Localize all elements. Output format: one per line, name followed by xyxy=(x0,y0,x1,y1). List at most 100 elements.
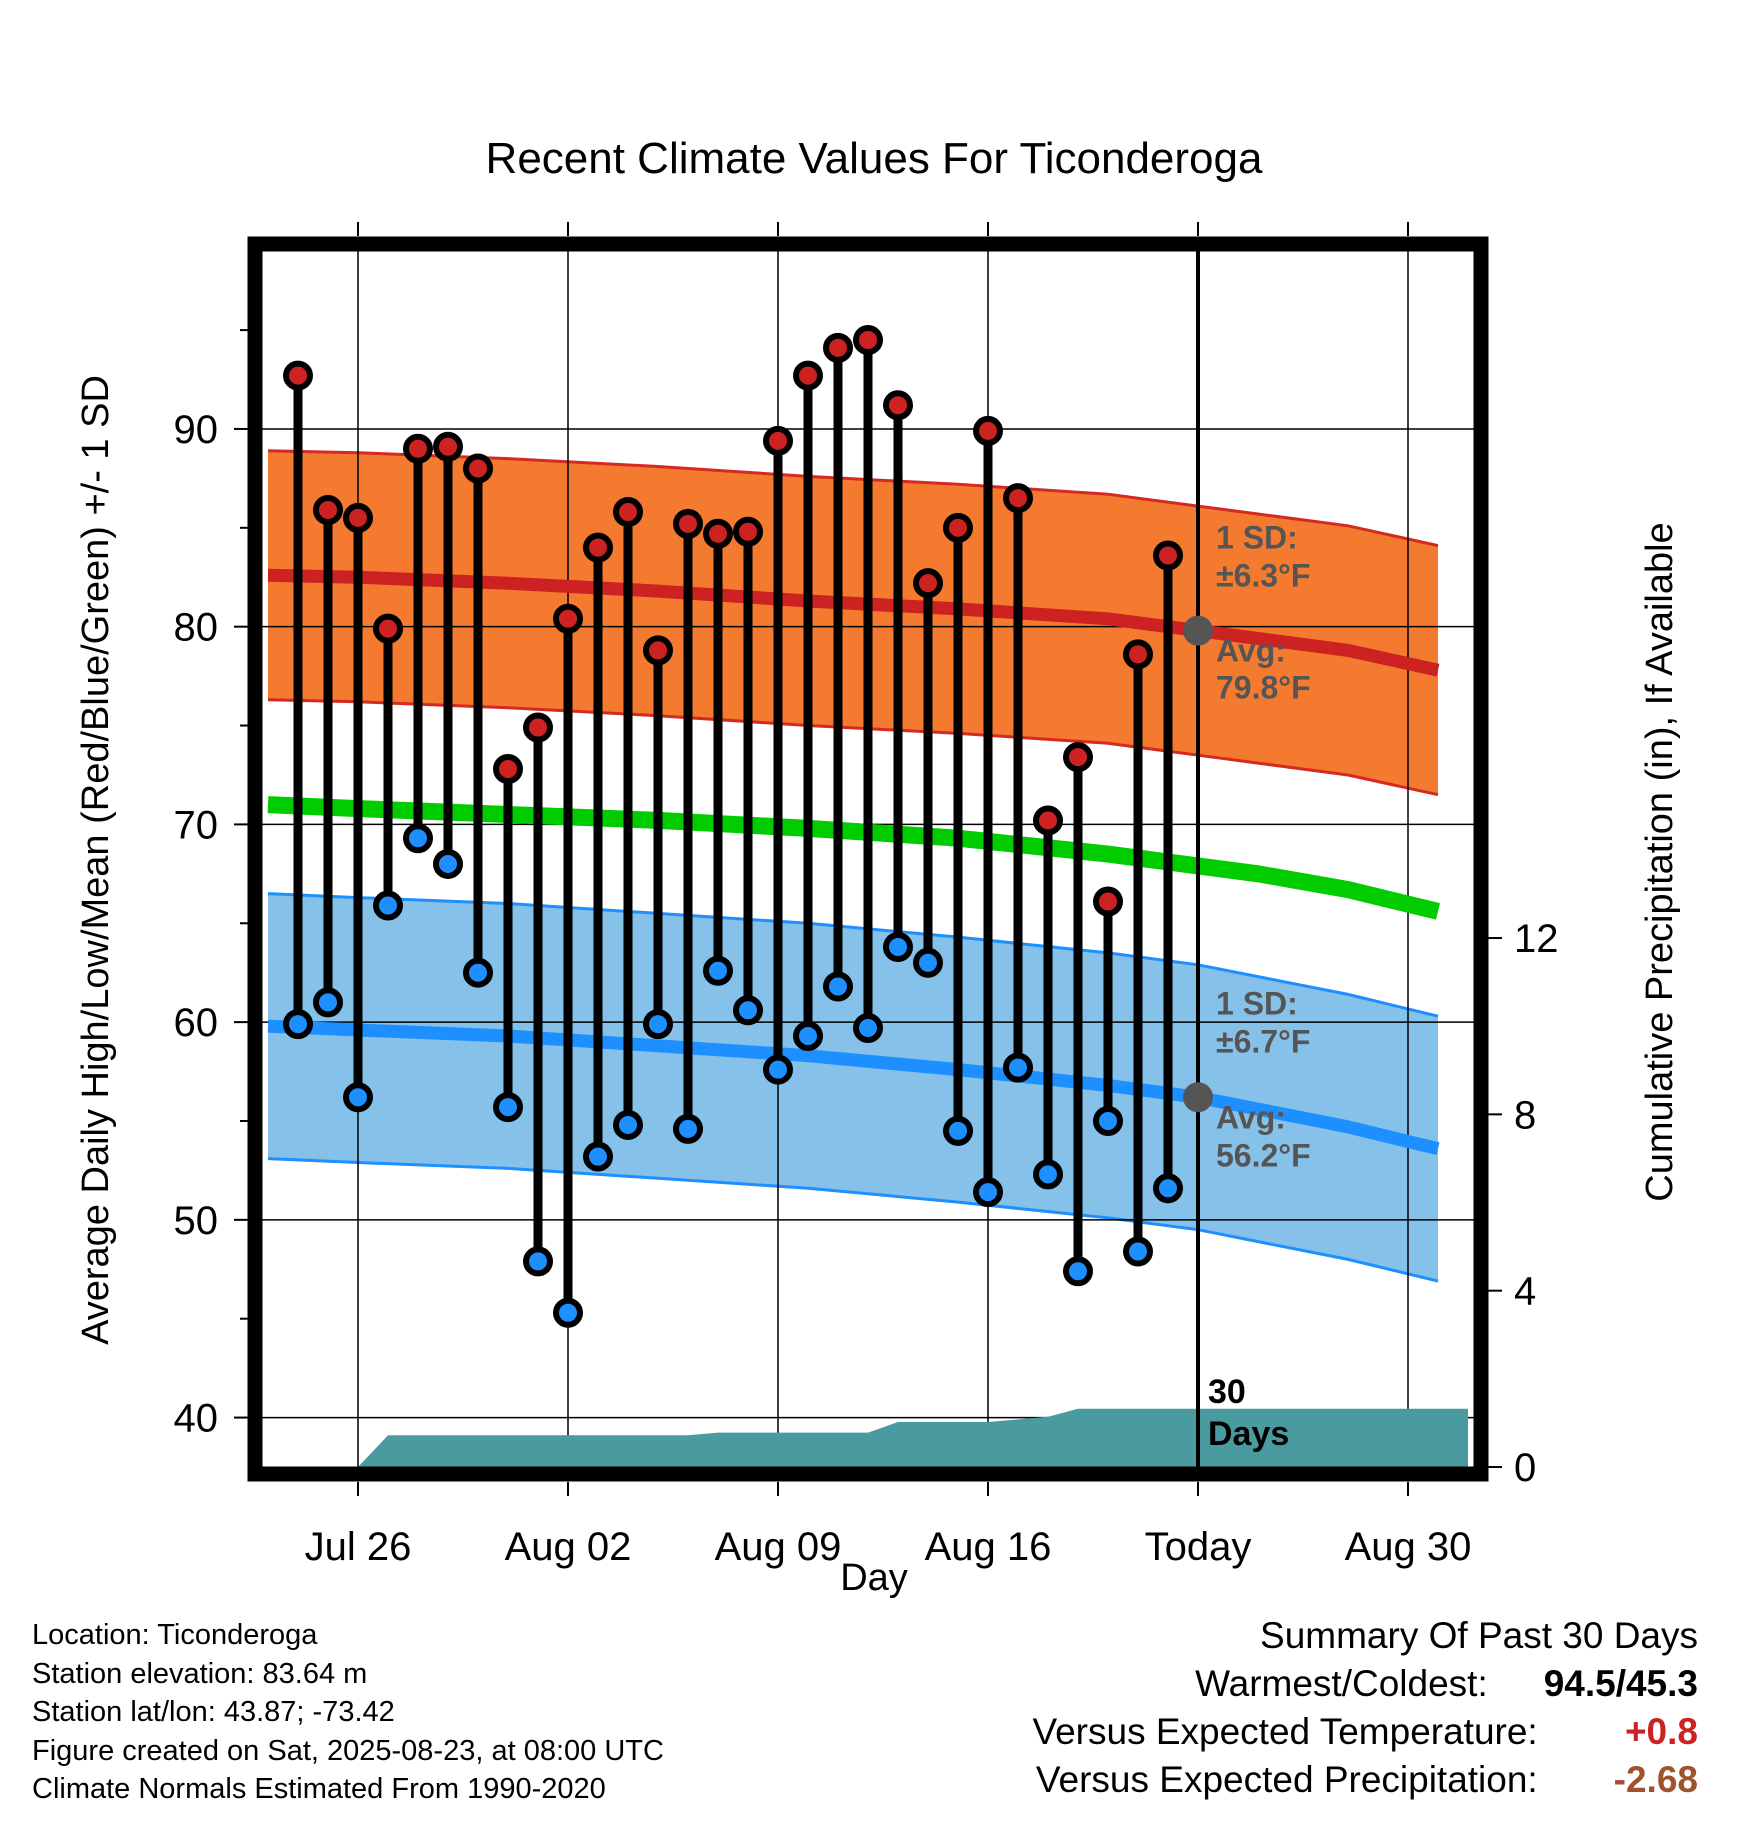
warm-cold-row: Warmest/Coldest: 94.5/45.3 xyxy=(1032,1660,1698,1708)
daily-range xyxy=(313,495,343,1018)
daily-low-point xyxy=(1123,1236,1153,1267)
daily-low-point xyxy=(373,890,403,921)
plot-area xyxy=(262,251,1474,1467)
daily-range xyxy=(373,613,403,921)
daily-low-point xyxy=(1093,1105,1123,1136)
daily-range xyxy=(343,502,373,1113)
daily-low-point xyxy=(853,1013,883,1044)
latlon-text: Station lat/lon: 43.87; -73.42 xyxy=(32,1696,395,1728)
daily-high-point xyxy=(793,360,823,391)
daily-high-point xyxy=(433,431,463,462)
daily-range xyxy=(1033,805,1063,1190)
daily-low-point xyxy=(403,823,433,854)
daily-low-point xyxy=(973,1177,1003,1208)
daily-range-bars xyxy=(283,324,1183,1328)
daily-range xyxy=(643,635,673,1040)
y2-axis-label: Cumulative Precipitation (in), If Availa… xyxy=(1639,522,1681,1201)
daily-range xyxy=(1063,742,1093,1287)
elevation-text: Station elevation: 83.64 m xyxy=(32,1657,368,1690)
daily-low-point xyxy=(463,957,493,988)
high-avg-label: Avg: xyxy=(1216,633,1286,669)
daily-range xyxy=(943,512,973,1146)
daily-low-point xyxy=(343,1082,373,1113)
chart-title: Recent Climate Values For Ticonderoga xyxy=(486,134,1263,183)
daily-high-point xyxy=(733,516,763,547)
daily-low-point xyxy=(823,971,853,1002)
low-sd-lower-edge xyxy=(267,1157,1439,1283)
daily-high-point xyxy=(673,508,703,539)
daily-high-point xyxy=(1093,886,1123,917)
high-sd-label: 1 SD: xyxy=(1216,520,1298,556)
y-tick-label: 90 xyxy=(174,408,219,452)
daily-range xyxy=(613,496,643,1140)
daily-range xyxy=(973,415,1003,1208)
daily-high-point xyxy=(1063,742,1093,773)
daily-high-point xyxy=(1003,483,1033,514)
daily-low-point xyxy=(1003,1052,1033,1083)
daily-high-point xyxy=(403,433,433,464)
daily-range xyxy=(1123,639,1153,1267)
daily-range xyxy=(1093,886,1123,1136)
plot-frame xyxy=(247,236,1489,1482)
daily-high-point xyxy=(463,453,493,484)
created-text: Figure created on Sat, 2025-08-23, at 08… xyxy=(32,1734,664,1767)
daily-low-point xyxy=(793,1020,823,1051)
daily-range xyxy=(283,360,313,1040)
daily-range xyxy=(673,508,703,1144)
daily-high-point xyxy=(613,496,643,527)
low-sd-band xyxy=(268,893,1438,1282)
daily-high-point xyxy=(913,568,943,599)
precip-departure-value: -2.68 xyxy=(1613,1759,1698,1800)
daily-low-point xyxy=(613,1109,643,1140)
daily-low-point xyxy=(943,1115,973,1146)
daily-high-point xyxy=(343,502,373,533)
daily-range xyxy=(793,360,823,1051)
daily-range xyxy=(703,518,733,986)
x-tick-label: Aug 30 xyxy=(1345,1525,1472,1569)
daily-high-point xyxy=(283,360,313,391)
y2-tick-label: 8 xyxy=(1514,1093,1536,1137)
daily-high-point xyxy=(1153,540,1183,571)
daily-high-point xyxy=(703,518,733,549)
temp-departure-row: Versus Expected Temperature: +0.8 xyxy=(1032,1708,1698,1756)
daily-high-point xyxy=(553,603,583,634)
normals-text: Climate Normals Estimated From 1990-2020 xyxy=(32,1773,606,1805)
daily-low-point xyxy=(643,1009,673,1040)
today-low-marker xyxy=(1183,1082,1213,1113)
temp-departure-label: Versus Expected Temperature: xyxy=(1032,1711,1538,1752)
precip-departure-label: Versus Expected Precipitation: xyxy=(1035,1759,1538,1800)
x-tick-label: Aug 02 xyxy=(505,1525,632,1569)
daily-high-point xyxy=(643,635,673,666)
daily-low-point xyxy=(673,1113,703,1144)
daily-high-point xyxy=(763,425,793,456)
daily-high-point xyxy=(313,495,343,526)
summary-heading: Summary Of Past 30 Days xyxy=(1260,1615,1698,1656)
x-tick-label: Jul 26 xyxy=(305,1525,412,1569)
high-sd-band xyxy=(268,450,1438,795)
climate-chart: Recent Climate Values For Ticonderoga 4 0… xyxy=(75,134,1681,1599)
days-word-label: Days xyxy=(1208,1415,1289,1453)
daily-low-point xyxy=(283,1009,313,1040)
daily-low-point xyxy=(553,1297,583,1328)
y-axis-label: Average Daily High/Low/Mean (Red/Blue/Gr… xyxy=(75,375,117,1345)
daily-range xyxy=(883,390,913,962)
daily-high-point xyxy=(823,332,853,363)
daily-low-point xyxy=(523,1246,553,1277)
daily-range xyxy=(493,754,523,1123)
y-tick-label: 70 xyxy=(174,803,219,847)
daily-range xyxy=(523,712,553,1277)
daily-low-point xyxy=(703,955,733,986)
daily-high-point xyxy=(1033,805,1063,836)
daily-range xyxy=(403,433,433,854)
y2-tick-label: 0 xyxy=(1514,1446,1536,1490)
daily-low-point xyxy=(583,1141,613,1172)
daily-range xyxy=(1153,540,1183,1204)
y2-tick-label: 4 xyxy=(1514,1270,1536,1314)
daily-low-point xyxy=(493,1092,523,1123)
high-sd-value: ±6.3°F xyxy=(1216,558,1310,594)
daily-range xyxy=(1003,483,1033,1083)
daily-high-point xyxy=(943,512,973,543)
daily-high-point xyxy=(523,712,553,743)
station-info: Location: Ticonderoga Station elevation:… xyxy=(32,1616,664,1809)
